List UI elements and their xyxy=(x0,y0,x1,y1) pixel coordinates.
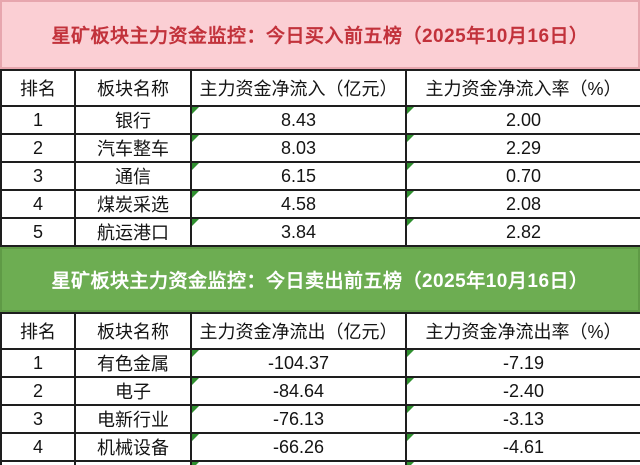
net-outflow-cell: -84.64 xyxy=(190,376,407,406)
table-row: 4 煤炭采选 4.58 2.08 xyxy=(0,189,640,219)
net-inflow-cell: 4.58 xyxy=(190,189,407,219)
net-inflow-cell: 8.03 xyxy=(190,133,407,163)
green-corner-flag-icon xyxy=(408,192,414,198)
rank-cell: 3 xyxy=(0,404,76,434)
sector-cell: 电子 xyxy=(74,376,192,406)
green-corner-flag-icon xyxy=(408,351,414,357)
table-row: 1 有色金属 -104.37 -7.19 xyxy=(0,348,640,378)
net-outflow-rate-cell: -4.61 xyxy=(405,432,640,462)
green-corner-flag-icon xyxy=(193,351,199,357)
rank-cell: 2 xyxy=(0,376,76,406)
table-row: 5 计算机 -58.62 -4.06 xyxy=(0,460,640,465)
rank-cell: 3 xyxy=(0,161,76,191)
green-corner-flag-icon xyxy=(408,407,414,413)
net-outflow-rate-cell: -4.06 xyxy=(405,460,640,465)
table-row: 4 机械设备 -66.26 -4.61 xyxy=(0,432,640,462)
sector-cell: 煤炭采选 xyxy=(74,189,192,219)
green-corner-flag-icon xyxy=(408,136,414,142)
buy-section-title: 星矿板块主力资金监控：今日买入前五榜（2025年10月16日） xyxy=(51,26,589,47)
green-corner-flag-icon xyxy=(193,220,199,226)
net-outflow-rate-cell: -7.19 xyxy=(405,348,640,378)
green-corner-flag-icon xyxy=(408,220,414,226)
col-header-sector: 板块名称 xyxy=(74,69,192,107)
sector-cell: 汽车整车 xyxy=(74,133,192,163)
rank-cell: 5 xyxy=(0,217,76,247)
green-corner-flag-icon xyxy=(408,463,414,465)
table-row: 2 汽车整车 8.03 2.29 xyxy=(0,133,640,163)
green-corner-flag-icon xyxy=(408,164,414,170)
net-inflow-rate-cell: 2.82 xyxy=(405,217,640,247)
net-outflow-cell: -66.26 xyxy=(190,432,407,462)
sector-cell: 有色金属 xyxy=(74,348,192,378)
col-header-net-outflow-rate: 主力资金净流出率（%） xyxy=(405,312,640,350)
net-inflow-rate-cell: 2.00 xyxy=(405,105,640,135)
net-inflow-rate-cell: 2.29 xyxy=(405,133,640,163)
green-corner-flag-icon xyxy=(193,192,199,198)
table-row: 2 电子 -84.64 -2.40 xyxy=(0,376,640,406)
net-outflow-cell: -58.62 xyxy=(190,460,407,465)
net-inflow-cell: 6.15 xyxy=(190,161,407,191)
green-corner-flag-icon xyxy=(193,136,199,142)
rank-cell: 5 xyxy=(0,460,76,465)
table-row: 1 银行 8.43 2.00 xyxy=(0,105,640,135)
buy-table: 排名 板块名称 主力资金净流入（亿元） 主力资金净流入率（%） 1 银行 8.4… xyxy=(0,69,640,247)
net-outflow-cell: -76.13 xyxy=(190,404,407,434)
rank-cell: 4 xyxy=(0,432,76,462)
sector-cell: 通信 xyxy=(74,161,192,191)
sell-table: 排名 板块名称 主力资金净流出（亿元） 主力资金净流出率（%） 1 有色金属 -… xyxy=(0,312,640,465)
rank-cell: 2 xyxy=(0,133,76,163)
net-inflow-cell: 3.84 xyxy=(190,217,407,247)
buy-section-banner: 星矿板块主力资金监控：今日买入前五榜（2025年10月16日） xyxy=(0,0,640,69)
sell-table-header-row: 排名 板块名称 主力资金净流出（亿元） 主力资金净流出率（%） xyxy=(0,312,640,350)
sector-cell: 机械设备 xyxy=(74,432,192,462)
col-header-rank: 排名 xyxy=(0,312,76,350)
net-outflow-rate-cell: -2.40 xyxy=(405,376,640,406)
sector-cell: 计算机 xyxy=(74,460,192,465)
rank-cell: 4 xyxy=(0,189,76,219)
sector-cell: 银行 xyxy=(74,105,192,135)
green-corner-flag-icon xyxy=(408,108,414,114)
green-corner-flag-icon xyxy=(193,164,199,170)
net-inflow-rate-cell: 2.08 xyxy=(405,189,640,219)
net-inflow-cell: 8.43 xyxy=(190,105,407,135)
sell-section-title: 星矿板块主力资金监控：今日卖出前五榜（2025年10月16日） xyxy=(51,271,589,292)
table-row: 3 电新行业 -76.13 -3.13 xyxy=(0,404,640,434)
buy-table-header-row: 排名 板块名称 主力资金净流入（亿元） 主力资金净流入率（%） xyxy=(0,69,640,107)
net-inflow-rate-cell: 0.70 xyxy=(405,161,640,191)
green-corner-flag-icon xyxy=(193,379,199,385)
col-header-net-inflow-rate: 主力资金净流入率（%） xyxy=(405,69,640,107)
table-row: 3 通信 6.15 0.70 xyxy=(0,161,640,191)
rank-cell: 1 xyxy=(0,348,76,378)
rank-cell: 1 xyxy=(0,105,76,135)
green-corner-flag-icon xyxy=(193,435,199,441)
col-header-sector: 板块名称 xyxy=(74,312,192,350)
col-header-rank: 排名 xyxy=(0,69,76,107)
green-corner-flag-icon xyxy=(193,407,199,413)
col-header-net-outflow: 主力资金净流出（亿元） xyxy=(190,312,407,350)
net-outflow-rate-cell: -3.13 xyxy=(405,404,640,434)
green-corner-flag-icon xyxy=(193,463,199,465)
green-corner-flag-icon xyxy=(193,108,199,114)
net-outflow-cell: -104.37 xyxy=(190,348,407,378)
green-corner-flag-icon xyxy=(408,435,414,441)
col-header-net-inflow: 主力资金净流入（亿元） xyxy=(190,69,407,107)
green-corner-flag-icon xyxy=(408,379,414,385)
sector-cell: 电新行业 xyxy=(74,404,192,434)
table-row: 5 航运港口 3.84 2.82 xyxy=(0,217,640,247)
sector-cell: 航运港口 xyxy=(74,217,192,247)
sell-section-banner: 星矿板块主力资金监控：今日卖出前五榜（2025年10月16日） xyxy=(0,247,640,312)
